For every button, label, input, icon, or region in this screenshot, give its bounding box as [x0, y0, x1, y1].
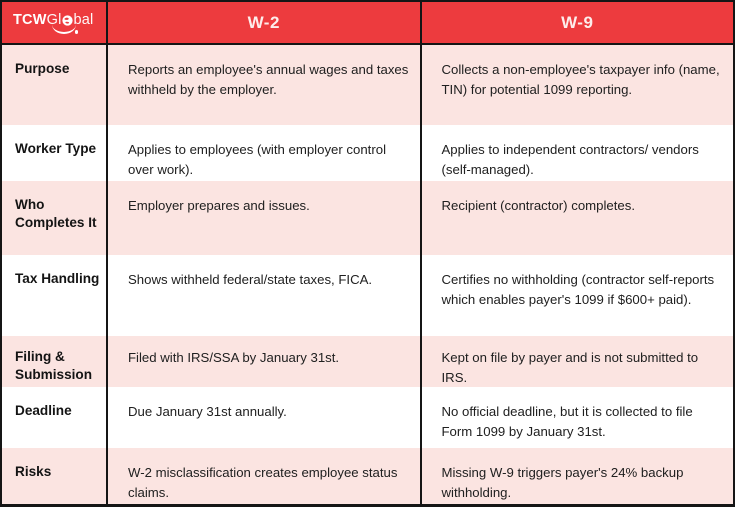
table-row-deadline: Deadline Due January 31st annually. No o… [2, 387, 733, 448]
row-label: Worker Type [15, 141, 97, 156]
column-header-w9: W-9 [419, 2, 734, 43]
w9-cell: Missing W-9 triggers payer's 24% backup … [419, 448, 734, 504]
table-row-purpose: Purpose Reports an employee's annual wag… [2, 45, 733, 125]
logo-swoosh-icon [52, 23, 78, 34]
table-row-risks: Risks W-2 misclassification creates empl… [2, 448, 733, 504]
w2-cell: Employer prepares and issues. [106, 181, 420, 255]
table-row-filing-submission: Filing & Submission Filed with IRS/SSA b… [2, 336, 733, 387]
table-row-worker-type: Worker Type Applies to employees (with e… [2, 125, 733, 181]
column-header-w2: W-2 [106, 2, 420, 43]
w2-cell: W-2 misclassification creates employee s… [106, 448, 420, 504]
brand-logo: TCWGl bal [2, 2, 106, 43]
w9-cell: Collects a non-employee's taxpayer info … [419, 45, 734, 125]
row-label: Filing & Submission [15, 349, 93, 383]
w9-cell: Kept on file by payer and is not submitt… [419, 336, 734, 387]
row-label: Risks [15, 464, 52, 479]
w2-cell: Reports an employee's annual wages and t… [106, 45, 420, 125]
header-row: TCWGl bal W-2 W-9 [2, 2, 733, 45]
w2-cell: Filed with IRS/SSA by January 31st. [106, 336, 420, 387]
w2-cell: Applies to employees (with employer cont… [106, 125, 420, 181]
row-label: Tax Handling [15, 271, 100, 286]
tcwglobal-logo: TCWGl bal [13, 12, 94, 34]
w2-cell: Shows withheld federal/state taxes, FICA… [106, 255, 420, 336]
w2-cell: Due January 31st annually. [106, 387, 420, 448]
w9-cell: Applies to independent contractors/ vend… [419, 125, 734, 181]
table-row-tax-handling: Tax Handling Shows withheld federal/stat… [2, 255, 733, 336]
w9-cell: Certifies no withholding (contractor sel… [419, 255, 734, 336]
w9-cell: Recipient (contractor) completes. [419, 181, 734, 255]
row-label: Deadline [15, 403, 72, 418]
logo-text-bold: TCW [13, 12, 47, 29]
row-label: Purpose [15, 61, 70, 76]
row-label: Who Completes It [15, 197, 97, 231]
w9-cell: No official deadline, but it is collecte… [419, 387, 734, 448]
table-row-who-completes-it: Who Completes It Employer prepares and i… [2, 181, 733, 255]
logo-text-light-post: bal [73, 12, 94, 29]
